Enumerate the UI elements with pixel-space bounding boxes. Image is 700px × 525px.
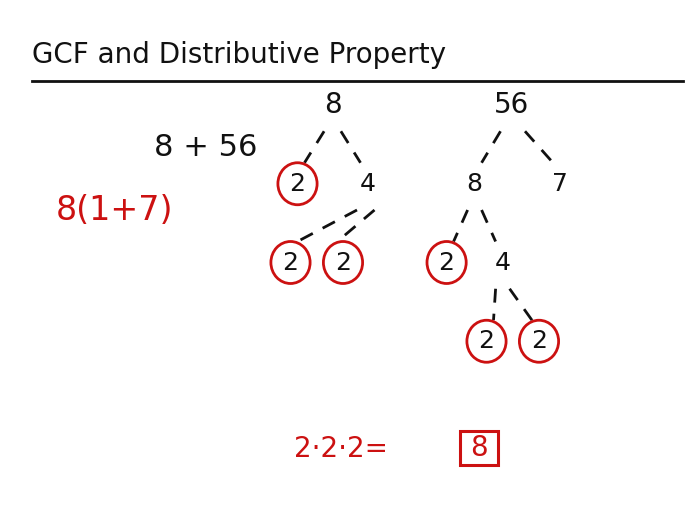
Text: 8: 8 [467,172,482,196]
Text: 56: 56 [494,91,528,119]
Text: 7: 7 [552,172,568,196]
Text: 2: 2 [439,250,454,275]
Text: 2·2·2=: 2·2·2= [294,435,388,463]
Text: 8: 8 [470,434,488,462]
Text: 4: 4 [495,250,510,275]
Text: 8: 8 [323,91,342,119]
Text: 8 + 56: 8 + 56 [154,132,258,162]
Text: GCF and Distributive Property: GCF and Distributive Property [32,41,445,69]
Text: 2: 2 [283,250,298,275]
Text: 2: 2 [290,172,305,196]
Text: 2: 2 [335,250,351,275]
Text: 8(1+7): 8(1+7) [56,194,174,226]
Text: 2: 2 [479,329,494,353]
Text: 4: 4 [360,172,375,196]
Text: 2: 2 [531,329,547,353]
FancyBboxPatch shape [460,431,498,465]
